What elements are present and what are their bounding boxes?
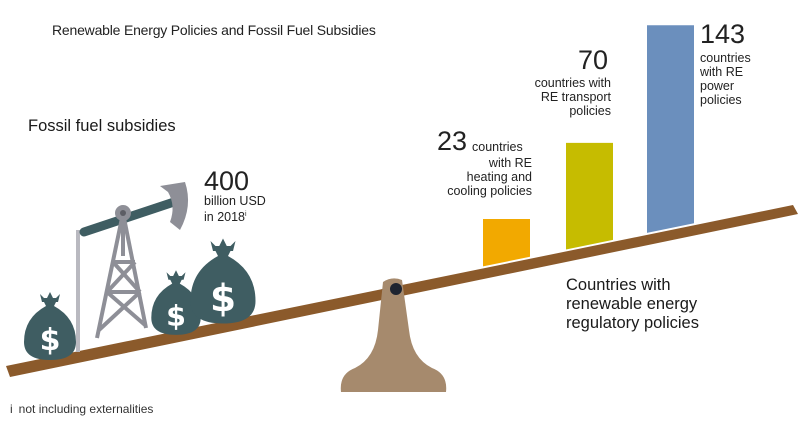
fossil-fuel-label: Fossil fuel subsidies	[28, 117, 176, 135]
money-bag-icon: $	[151, 270, 201, 335]
bar-label-heating-line2: with RE	[488, 156, 532, 170]
seesaw-fulcrum	[340, 278, 447, 392]
dollar-sign-icon: $	[166, 299, 186, 332]
money-bag-icon: $	[190, 238, 256, 324]
bar-label-power-line1: countries	[700, 51, 751, 65]
bar-label-transport-line3: policies	[569, 104, 611, 118]
bar-label-transport: countries with RE transport policies	[461, 76, 611, 118]
money-bag-icon: $	[24, 292, 76, 360]
bar-label-heating-line1: countries	[472, 140, 523, 154]
bar-transport	[566, 142, 613, 250]
bar-label-power-line4: policies	[700, 93, 742, 107]
renewables-label-line1: Countries with	[566, 276, 671, 294]
chart-title: Renewable Energy Policies and Fossil Fue…	[52, 22, 376, 38]
subsidy-unit: billion USD in 2018i	[204, 195, 314, 224]
pump-derrick	[95, 212, 148, 339]
dollar-sign-icon: $	[40, 323, 61, 358]
bar-label-heating: with RE heating and cooling policies	[392, 156, 532, 198]
dollar-sign-icon: $	[210, 276, 236, 320]
bar-label-transport-line1: countries with	[534, 76, 611, 90]
bar-power	[647, 25, 694, 233]
bar-label-power: countries with RE power policies	[700, 51, 790, 107]
re-policy-bars	[483, 25, 694, 267]
bar-label-power-line2: with RE	[700, 65, 744, 79]
renewables-label: Countries with renewable energy regulato…	[566, 276, 766, 333]
subsidy-unit-line1: billion USD	[204, 194, 266, 208]
footnote-text: not including externalities	[18, 402, 154, 416]
footnote: i not including externalities	[10, 402, 153, 416]
renewables-label-line2: renewable energy	[566, 295, 698, 313]
subsidy-value: 400	[204, 166, 250, 196]
bar-value-power: 143	[700, 19, 746, 49]
subsidy-footnote-marker: i	[245, 211, 247, 218]
bar-value-transport: 70	[578, 45, 609, 75]
pump-horsehead	[160, 182, 189, 230]
money-bags: $ $ $	[24, 238, 256, 360]
bar-heating	[483, 218, 530, 267]
footnote-marker: i	[10, 402, 13, 416]
oil-pump-icon	[76, 182, 189, 352]
bar-label-power-line3: power	[700, 79, 735, 93]
bar-label-heating-line3: heating and	[466, 170, 532, 184]
fulcrum-pivot	[390, 283, 402, 295]
bar-value-heating: 23	[437, 126, 468, 156]
pump-walking-beam	[79, 195, 185, 237]
bar-label-heating-line4: cooling policies	[447, 184, 532, 198]
renewables-label-line3: regulatory policies	[566, 314, 699, 332]
subsidy-unit-line2: in 2018	[204, 210, 246, 225]
bar-label-transport-line2: RE transport	[540, 90, 611, 104]
